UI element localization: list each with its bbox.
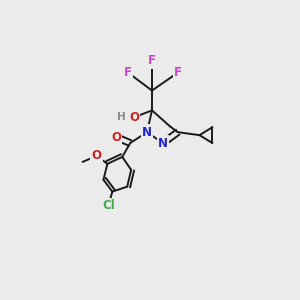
Text: F: F xyxy=(148,54,156,67)
Text: O: O xyxy=(92,149,101,162)
Text: F: F xyxy=(124,66,132,79)
Text: O: O xyxy=(111,130,121,144)
Text: H: H xyxy=(117,112,126,122)
Text: N: N xyxy=(158,136,168,150)
Text: O: O xyxy=(129,111,139,124)
Text: F: F xyxy=(174,66,182,79)
Text: Cl: Cl xyxy=(102,199,115,212)
Text: N: N xyxy=(142,126,152,139)
